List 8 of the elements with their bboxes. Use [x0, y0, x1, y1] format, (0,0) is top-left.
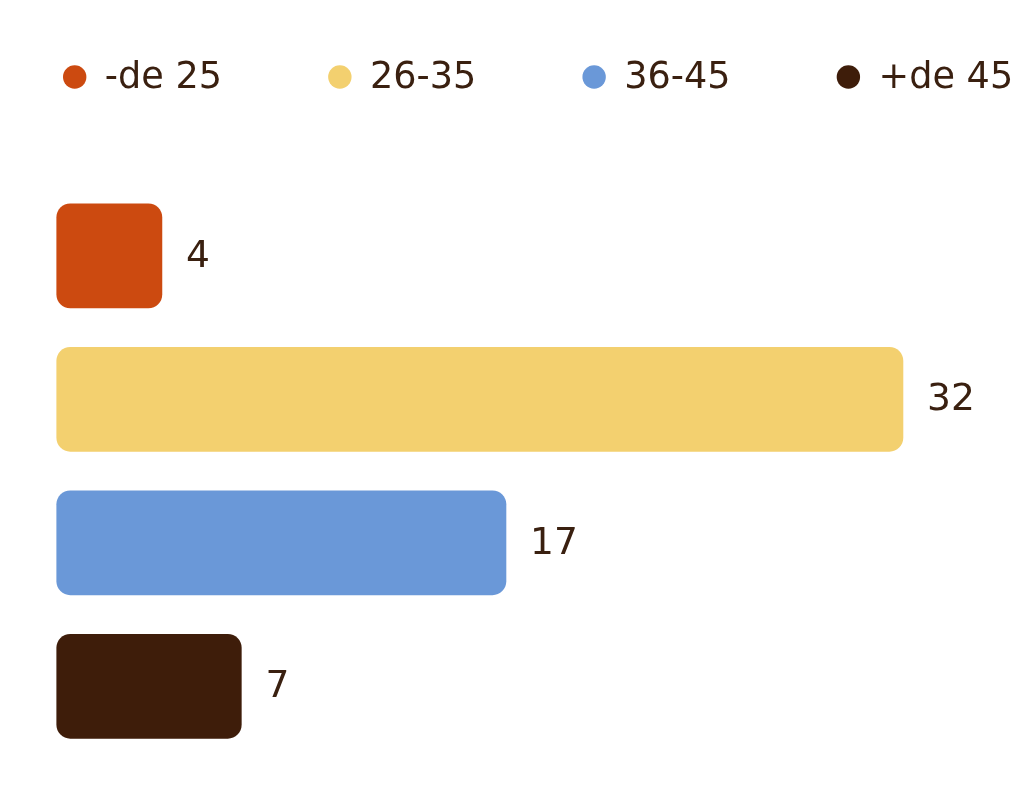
data-label: 7 [265, 662, 290, 707]
legend-label: 36-45 [624, 53, 731, 97]
data-label: 32 [927, 375, 975, 420]
legend-label: -de 25 [104, 53, 223, 97]
data-label: 4 [186, 231, 210, 276]
legend-label: +de 45 [878, 53, 1014, 97]
data-label: 17 [530, 518, 578, 563]
legend-label: 26-35 [370, 53, 477, 97]
